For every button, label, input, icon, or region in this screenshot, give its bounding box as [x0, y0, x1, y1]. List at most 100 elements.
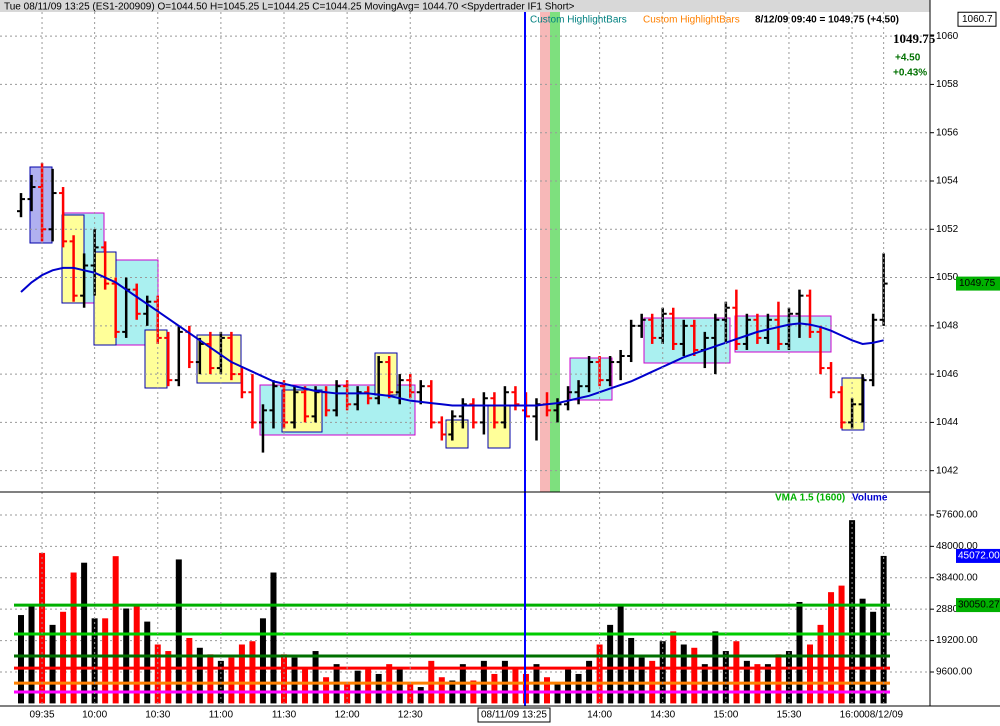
price-change: +4.50	[895, 53, 921, 64]
volume-bar	[691, 647, 698, 704]
volume-bar	[196, 647, 203, 704]
indicator-label: Custom HighlightBars	[530, 15, 627, 26]
volume-bar	[102, 618, 109, 704]
volume-bar	[817, 624, 824, 704]
volume-bar	[354, 670, 361, 704]
y-tick-label: 38400.00	[936, 572, 978, 583]
volume-bar	[207, 654, 214, 704]
volume-bar	[70, 572, 77, 704]
volume-bar	[175, 559, 182, 704]
moving-average	[20, 266, 884, 407]
y-tick-label: 1048	[936, 320, 959, 331]
volume-bar	[133, 605, 140, 704]
volume-bar	[638, 657, 645, 704]
volume-bar	[565, 667, 572, 704]
last-marker-box	[956, 548, 1000, 563]
signal-band	[540, 12, 550, 492]
volume-bar	[365, 667, 372, 704]
x-tick-label: 15:30	[776, 710, 801, 721]
volume-bar	[228, 657, 235, 704]
volume-bar	[544, 677, 550, 704]
y-tick-label: 1050	[936, 272, 959, 283]
quote: 8/12/09 09:40 = 1049.75 (+4.50)	[755, 15, 899, 26]
volume-bar	[870, 611, 877, 704]
plot: 1042 1044 1046 1048 1050 1052 1054 1056 1058 1060…	[0, 11, 1000, 721]
volume-bar	[628, 637, 635, 704]
vma-marker-box	[956, 598, 1000, 613]
volume-bar	[807, 644, 813, 704]
last-marker: 1049.75	[959, 278, 996, 289]
x-tick-label: 10:30	[145, 710, 170, 721]
volume-bar	[828, 592, 835, 704]
volume-bar	[438, 677, 445, 704]
volume-bar	[144, 621, 151, 704]
volume-bar	[512, 667, 519, 704]
y-tick-label: 1042	[936, 465, 959, 476]
y-tick-label: 1044	[936, 417, 959, 428]
volume-bar	[617, 605, 624, 704]
header-bar	[0, 0, 930, 12]
x-tick-label: 14:00	[587, 710, 612, 721]
volume-bar	[312, 651, 319, 704]
volume-bar	[859, 598, 866, 704]
price-change-pct: +0.43%	[893, 68, 927, 79]
y-tick-label: 19200.00	[936, 635, 978, 646]
x-tick-label: 16:00	[840, 710, 865, 721]
last-marker: 45072.00	[958, 551, 1000, 562]
volume-bar	[554, 683, 561, 704]
x-tick-label: 11:30	[272, 710, 297, 721]
x-tick-label: 14:30	[650, 710, 675, 721]
indicator-label: Custom HighlightBars	[643, 15, 740, 26]
volume-bar	[491, 673, 498, 704]
volume-bar	[417, 687, 424, 704]
top-marker: 1060.7	[962, 14, 993, 25]
x-tick-label: 11:00	[209, 710, 234, 721]
panel-subtitle: VMA 1.5 (1600)	[775, 493, 845, 504]
volume-bar	[302, 667, 309, 704]
top-marker-box	[957, 11, 997, 27]
y-tick-label: 9600.00	[936, 667, 973, 678]
last-price: 1049.75	[893, 31, 936, 46]
y-tick-label: 1046	[936, 369, 959, 380]
volume-bar	[91, 618, 98, 704]
volume-bar	[775, 654, 782, 704]
volume-bar	[849, 520, 856, 704]
signal-band	[550, 12, 560, 492]
vma-marker: 30050.27	[958, 600, 1000, 611]
volume-bar	[880, 555, 887, 704]
x-tick-label: 12:30	[398, 710, 423, 721]
x-tick-label: 15:00	[713, 710, 738, 721]
highlight-region	[569, 357, 613, 401]
volume-bar	[165, 651, 172, 704]
volume-bar	[112, 556, 119, 704]
volume-bar	[238, 644, 245, 704]
cursor-label: 08/11/09 13:25	[481, 710, 547, 721]
last-marker-box	[956, 276, 1000, 291]
highlight-box	[144, 329, 168, 389]
header-title: Tue 08/11/09 13:25 (ES1-200909) O=1044.5…	[4, 2, 575, 13]
volume-bar	[270, 572, 277, 704]
x-tick-label: 08/12/09	[864, 710, 903, 721]
y-tick-label: 1060	[936, 31, 959, 42]
volume-bar	[796, 601, 803, 704]
x-tick-label: 10:00	[82, 710, 107, 721]
volume-bar	[607, 624, 614, 704]
volume-bar	[291, 657, 298, 704]
volume-bar	[186, 637, 193, 704]
y-tick-label: 57600.00	[936, 510, 978, 521]
y-tick-label: 48000.00	[936, 541, 978, 552]
volume-bar	[18, 615, 24, 704]
volume-bar	[396, 667, 403, 704]
volume-bar	[259, 618, 266, 704]
y-tick-label: 1052	[936, 224, 959, 235]
cursor-label-box	[477, 707, 551, 723]
volume-bar	[249, 641, 256, 704]
y-tick-label: 1058	[936, 79, 959, 90]
volume-bar	[49, 624, 56, 704]
volume-bar	[60, 611, 67, 704]
x-tick-label: 09:35	[30, 710, 55, 721]
volume-bar	[575, 673, 582, 704]
panel-title: Volume	[852, 493, 888, 504]
y-tick-label: 1056	[936, 127, 959, 138]
